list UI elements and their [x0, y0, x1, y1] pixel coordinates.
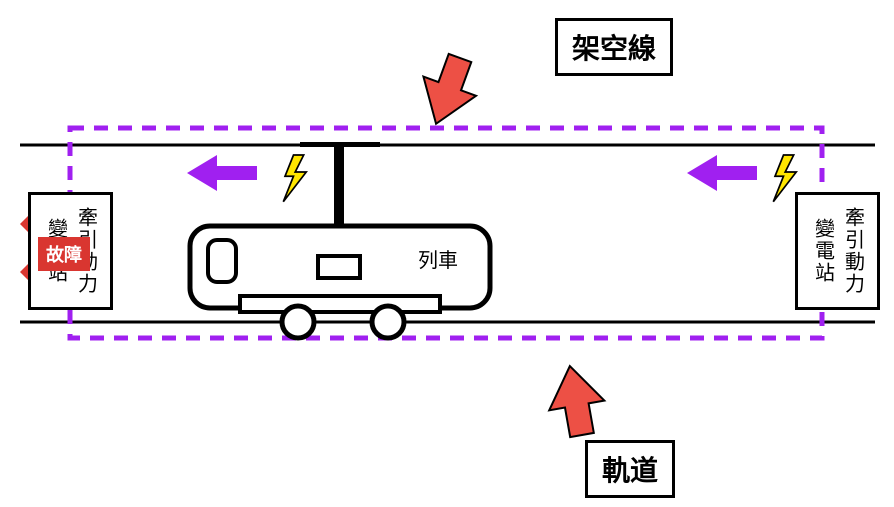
red-arrow-track: [542, 361, 609, 440]
purple-arrow-left-1: [187, 155, 257, 191]
red-arrow-overhead: [410, 48, 487, 133]
purple-arrow-left-2: [687, 155, 757, 191]
train-roof-box: [318, 256, 360, 278]
train-window: [208, 240, 236, 282]
pantograph-pole: [334, 147, 344, 227]
train-wheel-1: [282, 306, 314, 338]
substation-right-text-1: 變電站: [809, 218, 837, 284]
bogie-bar: [240, 296, 440, 312]
substation-right: 變電站 牽引動力: [795, 192, 880, 310]
train-label: 列車: [418, 244, 458, 273]
lightning-icon-2: [773, 155, 796, 202]
train-wheel-2: [372, 306, 404, 338]
substation-right-text-2: 牽引動力: [839, 207, 867, 295]
fault-badge: 故障: [38, 237, 90, 271]
lightning-icon-1: [283, 155, 306, 202]
pantograph-bar: [300, 142, 380, 147]
fault-label: 故障: [46, 245, 82, 265]
